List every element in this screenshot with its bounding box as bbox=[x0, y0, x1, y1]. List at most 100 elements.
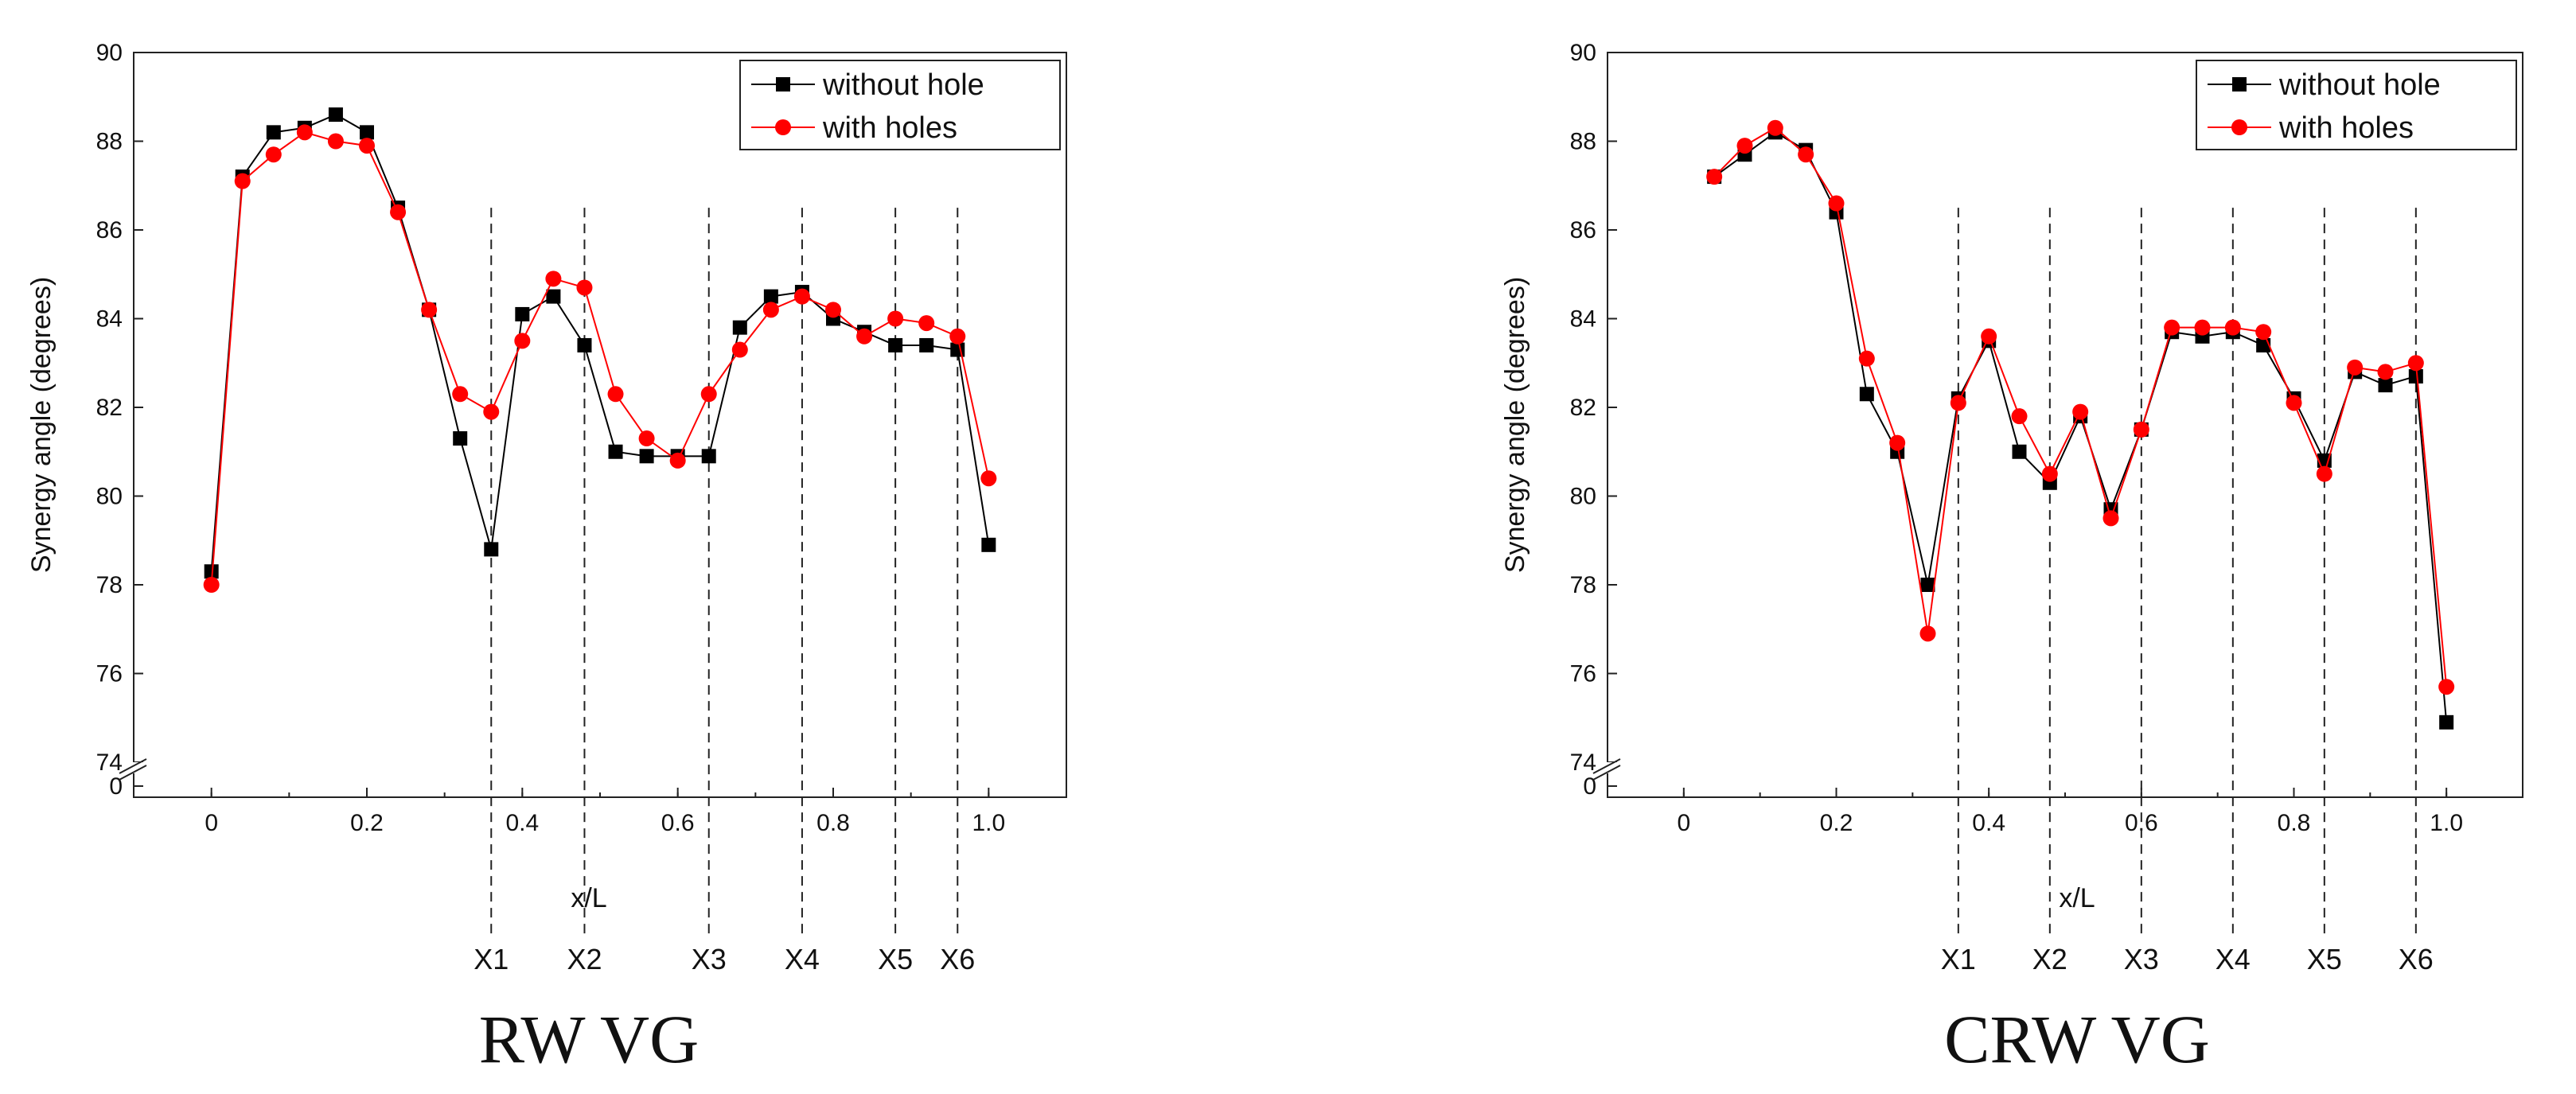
y-tick-label: 90 bbox=[96, 40, 123, 66]
data-point-with-holes bbox=[669, 452, 686, 469]
position-marker-label: X1 bbox=[1941, 943, 1976, 975]
data-point-without-hole bbox=[204, 564, 219, 579]
legend-label: with holes bbox=[2278, 111, 2414, 145]
y-tick-label: 74 bbox=[1570, 749, 1596, 776]
y-tick-label: 86 bbox=[96, 217, 123, 243]
data-point-with-holes bbox=[1858, 350, 1875, 367]
data-point-with-holes bbox=[2194, 319, 2211, 336]
data-point-with-holes bbox=[2133, 421, 2149, 438]
data-point-without-hole bbox=[732, 320, 747, 335]
data-point-with-holes bbox=[2255, 324, 2272, 341]
y-tick-label: 80 bbox=[96, 484, 123, 510]
legend-box bbox=[2196, 60, 2517, 150]
axis-break-mark bbox=[119, 765, 147, 781]
data-point-with-holes bbox=[2224, 319, 2241, 336]
data-point-with-holes bbox=[514, 333, 531, 349]
data-point-without-hole bbox=[763, 289, 778, 304]
series-line-without-hole bbox=[1713, 131, 2448, 722]
y-tick-label: 76 bbox=[96, 661, 123, 687]
data-point-with-holes bbox=[2164, 319, 2180, 336]
legend-label: without hole bbox=[2278, 68, 2441, 102]
data-point-with-holes bbox=[949, 328, 966, 345]
data-point-without-hole bbox=[608, 444, 623, 459]
x-tick-label: 0.4 bbox=[1972, 810, 2005, 836]
data-point-with-holes bbox=[1950, 395, 1966, 411]
data-point-with-holes bbox=[607, 386, 624, 403]
data-point-with-holes bbox=[390, 204, 407, 220]
data-point-with-holes bbox=[203, 577, 220, 593]
data-point-with-holes bbox=[265, 146, 282, 163]
y-tick-label: 82 bbox=[96, 395, 123, 421]
plot-frame bbox=[1607, 52, 2523, 798]
data-point-without-hole bbox=[546, 289, 561, 304]
data-point-with-holes bbox=[731, 341, 748, 358]
data-point-with-holes bbox=[1919, 625, 1936, 642]
data-point-without-hole bbox=[888, 337, 903, 352]
data-point-without-hole bbox=[2012, 444, 2027, 459]
data-point-without-hole bbox=[981, 537, 996, 552]
data-point-with-holes bbox=[2316, 465, 2332, 482]
legend-marker-circle bbox=[2231, 119, 2247, 135]
legend-label: with holes bbox=[822, 111, 957, 145]
y-tick-label: 84 bbox=[96, 306, 123, 333]
x-tick-label: 0 bbox=[205, 810, 218, 836]
plot-frame bbox=[133, 52, 1067, 798]
position-marker-label: X2 bbox=[567, 943, 602, 975]
axis-break-gap bbox=[1598, 762, 1617, 773]
data-point-with-holes bbox=[638, 430, 655, 447]
data-point-without-hole bbox=[577, 337, 592, 352]
data-point-with-holes bbox=[452, 386, 469, 403]
data-point-with-holes bbox=[359, 138, 375, 154]
data-point-with-holes bbox=[234, 173, 251, 189]
data-point-with-holes bbox=[296, 124, 313, 141]
x-tick-label: 0 bbox=[1677, 810, 1690, 836]
x-tick-label: 1.0 bbox=[2430, 810, 2463, 836]
data-point-without-hole bbox=[2378, 378, 2393, 393]
data-point-with-holes bbox=[2438, 679, 2455, 695]
x-tick-label: 1.0 bbox=[972, 810, 1005, 836]
position-marker-label: X6 bbox=[2399, 943, 2434, 975]
data-point-without-hole bbox=[2408, 368, 2423, 383]
x-axis-title: x/L bbox=[2059, 883, 2095, 913]
chart-caption-title: CRW VG bbox=[1944, 1001, 2210, 1077]
data-point-without-hole bbox=[919, 337, 934, 352]
data-point-with-holes bbox=[1798, 146, 1814, 163]
data-point-without-hole bbox=[484, 542, 499, 557]
position-marker-label: X3 bbox=[692, 943, 727, 975]
data-point-with-holes bbox=[793, 288, 810, 305]
x-axis-title: x/L bbox=[571, 883, 606, 913]
data-point-with-holes bbox=[2377, 364, 2394, 380]
data-point-with-holes bbox=[700, 386, 717, 403]
y-axis-title: Synergy angle (degrees) bbox=[26, 277, 57, 573]
data-point-with-holes bbox=[1767, 119, 1783, 136]
data-point-with-holes bbox=[2347, 359, 2364, 376]
data-point-with-holes bbox=[1981, 328, 1997, 345]
data-point-with-holes bbox=[2041, 465, 2058, 482]
data-point-with-holes bbox=[918, 315, 935, 332]
data-point-with-holes bbox=[1889, 434, 1906, 451]
data-point-with-holes bbox=[2011, 408, 2028, 425]
data-point-without-hole bbox=[266, 125, 281, 140]
x-tick-label: 0.8 bbox=[2278, 810, 2311, 836]
data-point-without-hole bbox=[1920, 578, 1935, 592]
x-tick-label: 0.6 bbox=[661, 810, 695, 836]
y-tick-label: 78 bbox=[96, 572, 123, 598]
y-zero-label: 0 bbox=[109, 773, 123, 800]
data-point-with-holes bbox=[2286, 395, 2302, 411]
data-point-with-holes bbox=[327, 133, 344, 150]
position-marker-label: X3 bbox=[2124, 943, 2159, 975]
y-tick-label: 86 bbox=[1570, 217, 1596, 243]
series-line-with-holes bbox=[210, 131, 990, 586]
chart-caption-title: RW VG bbox=[479, 1001, 699, 1077]
data-point-with-holes bbox=[421, 302, 438, 318]
legend-box bbox=[739, 60, 1061, 150]
y-tick-label: 90 bbox=[1570, 40, 1596, 66]
y-zero-label: 0 bbox=[1583, 773, 1596, 800]
legend-marker-circle bbox=[775, 119, 791, 135]
chart-rw-vg: 74 76 78 80 82 84 86 88 90 0 0 0.2 0.4 0.6 0.8 1.0 Syner… bbox=[26, 40, 1067, 1077]
position-marker-label: X1 bbox=[474, 943, 509, 975]
data-point-without-hole bbox=[328, 107, 343, 123]
data-point-without-hole bbox=[453, 431, 468, 446]
